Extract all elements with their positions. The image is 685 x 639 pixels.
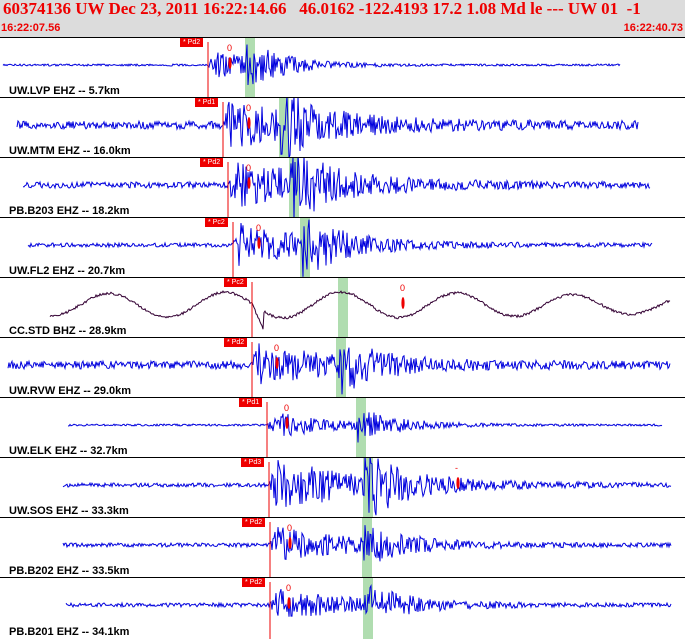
waveform-trace <box>62 525 672 562</box>
pick-tag[interactable]: * Pc2 <box>224 278 247 287</box>
waveform-trace <box>49 290 671 330</box>
trace-label: UW.SOS EHZ -- 33.3km <box>9 505 129 517</box>
waveform-trace <box>16 98 639 158</box>
pick-tag[interactable]: * Pd2 <box>242 518 266 527</box>
trace-panel[interactable]: UW.FL2 EHZ -- 20.7km * Pc2 0 <box>0 217 685 278</box>
waveform-trace <box>2 44 621 86</box>
waveform-trace <box>7 343 671 395</box>
waveform <box>62 522 672 578</box>
pick-tag[interactable]: * Pd1 <box>195 98 219 107</box>
phase-window <box>338 278 348 338</box>
amplitude-marker[interactable] <box>228 57 232 69</box>
waveform <box>27 219 653 278</box>
trace-panel[interactable]: CC.STD BHZ -- 28.9km * Pc2 0 <box>0 277 685 338</box>
trace-label: PB.B203 EHZ -- 18.2km <box>9 205 130 217</box>
waveform <box>49 282 671 338</box>
pick-tag[interactable]: * Pc2 <box>205 218 228 227</box>
trace-panel[interactable]: PB.B201 EHZ -- 34.1km * Pd2 0 <box>0 577 685 639</box>
amplitude-label: 0 <box>256 223 262 233</box>
trace-label: UW.LVP EHZ -- 5.7km <box>9 85 120 97</box>
waveform <box>16 98 639 158</box>
amplitude-marker[interactable] <box>288 537 292 549</box>
trace-panel[interactable]: UW.RVW EHZ -- 29.0km * Pd2 0 <box>0 337 685 398</box>
end-time: 16:22:40.73 <box>623 22 683 34</box>
phase-window <box>363 578 373 639</box>
trace-label: UW.MTM EHZ -- 16.0km <box>9 145 131 157</box>
phase-window <box>245 38 255 98</box>
pick-tag[interactable]: * Pd3 <box>241 458 265 467</box>
amplitude-marker[interactable] <box>287 597 291 609</box>
pick-tag[interactable]: * Pd2 <box>242 578 266 587</box>
trace-panel[interactable]: UW.LVP EHZ -- 5.7km * Pd2 0 <box>0 37 685 98</box>
waveform <box>7 342 671 398</box>
trace-panel[interactable]: UW.ELK EHZ -- 32.7km * Pd1 0 <box>0 397 685 458</box>
trace-label: CC.STD BHZ -- 28.9km <box>9 325 127 337</box>
amplitude-label: 0 <box>286 583 292 593</box>
amplitude-marker[interactable] <box>401 297 405 309</box>
amplitude-marker[interactable] <box>247 177 251 189</box>
pick-tag[interactable]: * Pd2 <box>224 338 248 347</box>
trace-label: PB.B202 EHZ -- 33.5km <box>9 565 130 577</box>
pick-tag[interactable]: * Pd2 <box>180 38 204 47</box>
start-time: 16:22:07.56 <box>1 22 61 34</box>
waveform <box>65 582 672 639</box>
trace-label: UW.RVW EHZ -- 29.0km <box>9 385 132 397</box>
amplitude-label: 0 <box>246 103 252 113</box>
amplitude-marker[interactable] <box>257 237 261 249</box>
waveform <box>62 458 672 518</box>
amplitude-label: 0 <box>287 523 293 533</box>
amplitude-marker[interactable] <box>247 117 251 129</box>
pick-tag[interactable]: * Pd1 <box>239 398 263 407</box>
trace-label: UW.ELK EHZ -- 32.7km <box>9 445 128 457</box>
waveform-trace <box>22 158 651 218</box>
seismogram-panels: UW.LVP EHZ -- 5.7km * Pd2 0 UW.MTM EHZ --… <box>0 37 685 639</box>
trace-panel[interactable]: UW.SOS EHZ -- 33.3km * Pd3 - <box>0 457 685 518</box>
waveform <box>67 402 663 458</box>
waveform-trace <box>67 412 663 443</box>
waveform <box>22 158 651 218</box>
amplitude-label: 0 <box>227 43 233 53</box>
waveform-trace <box>62 458 672 516</box>
waveform-trace <box>27 219 653 277</box>
amplitude-label: 0 <box>274 343 280 353</box>
waveform <box>2 42 621 98</box>
event-title: 60374136 UW Dec 23, 2011 16:22:14.66 46.… <box>3 0 641 18</box>
trace-panel[interactable]: UW.MTM EHZ -- 16.0km * Pd1 0 <box>0 97 685 158</box>
amplitude-marker[interactable] <box>456 477 460 489</box>
amplitude-label: 0 <box>246 163 252 173</box>
waveform-trace <box>65 584 672 617</box>
amplitude-label: 0 <box>284 403 290 413</box>
amplitude-marker[interactable] <box>275 357 279 369</box>
amplitude-label: 0 <box>400 283 406 293</box>
trace-label: UW.FL2 EHZ -- 20.7km <box>9 265 126 277</box>
trace-label: PB.B201 EHZ -- 34.1km <box>9 626 130 638</box>
trace-panel[interactable]: PB.B203 EHZ -- 18.2km * Pd2 0 <box>0 157 685 218</box>
header-bar: 60374136 UW Dec 23, 2011 16:22:14.66 46.… <box>0 0 685 37</box>
amplitude-label: - <box>455 463 458 473</box>
amplitude-marker[interactable] <box>285 417 289 429</box>
pick-tag[interactable]: * Pd2 <box>200 158 224 167</box>
trace-panel[interactable]: PB.B202 EHZ -- 33.5km * Pd2 0 <box>0 517 685 578</box>
